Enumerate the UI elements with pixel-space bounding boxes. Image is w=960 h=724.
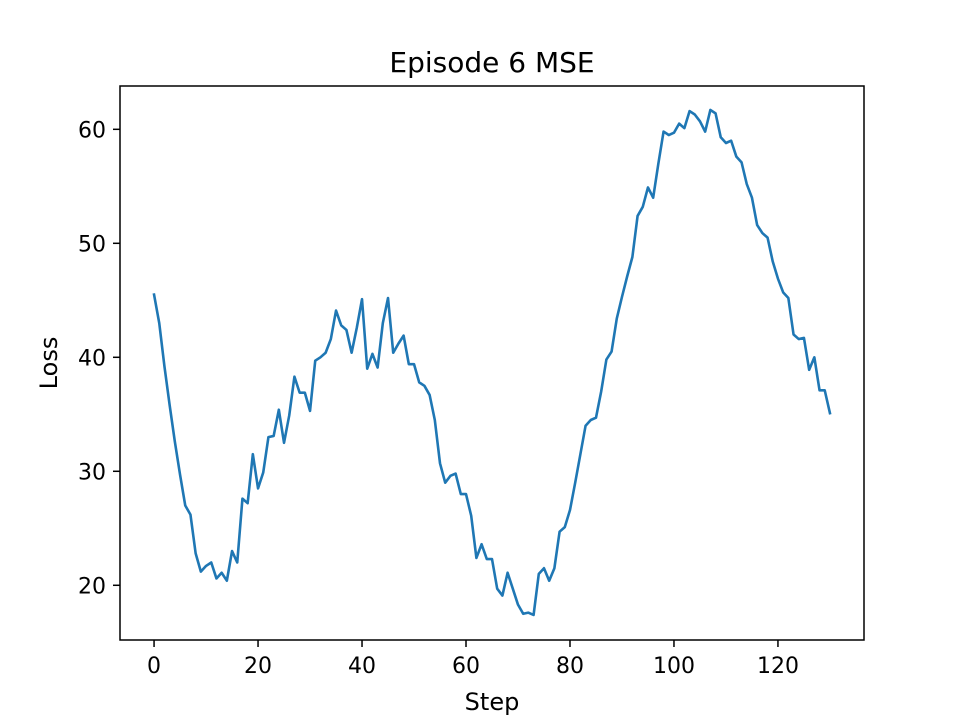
chart-title: Episode 6 MSE — [389, 46, 594, 79]
x-axis: 0 20 40 60 80 100 120 — [147, 640, 799, 679]
x-axis-label: Step — [465, 688, 520, 716]
y-tick-label: 20 — [78, 574, 106, 599]
y-tick-label: 40 — [78, 346, 106, 371]
y-tick-label: 60 — [78, 118, 106, 143]
y-tick-label: 30 — [78, 460, 106, 485]
x-tick-label: 40 — [348, 654, 376, 679]
y-axis: 20 30 40 50 60 — [78, 118, 120, 599]
x-tick-label: 0 — [147, 654, 161, 679]
x-tick-label: 120 — [757, 654, 799, 679]
loss-series-line — [152, 108, 832, 617]
x-tick-label: 80 — [556, 654, 584, 679]
y-axis-label: Loss — [35, 337, 63, 390]
y-tick-label: 50 — [78, 232, 106, 257]
x-tick-label: 60 — [452, 654, 480, 679]
plot-area — [152, 108, 832, 617]
axes-frame — [119, 85, 865, 641]
x-tick-label: 20 — [244, 654, 272, 679]
x-tick-label: 100 — [653, 654, 695, 679]
